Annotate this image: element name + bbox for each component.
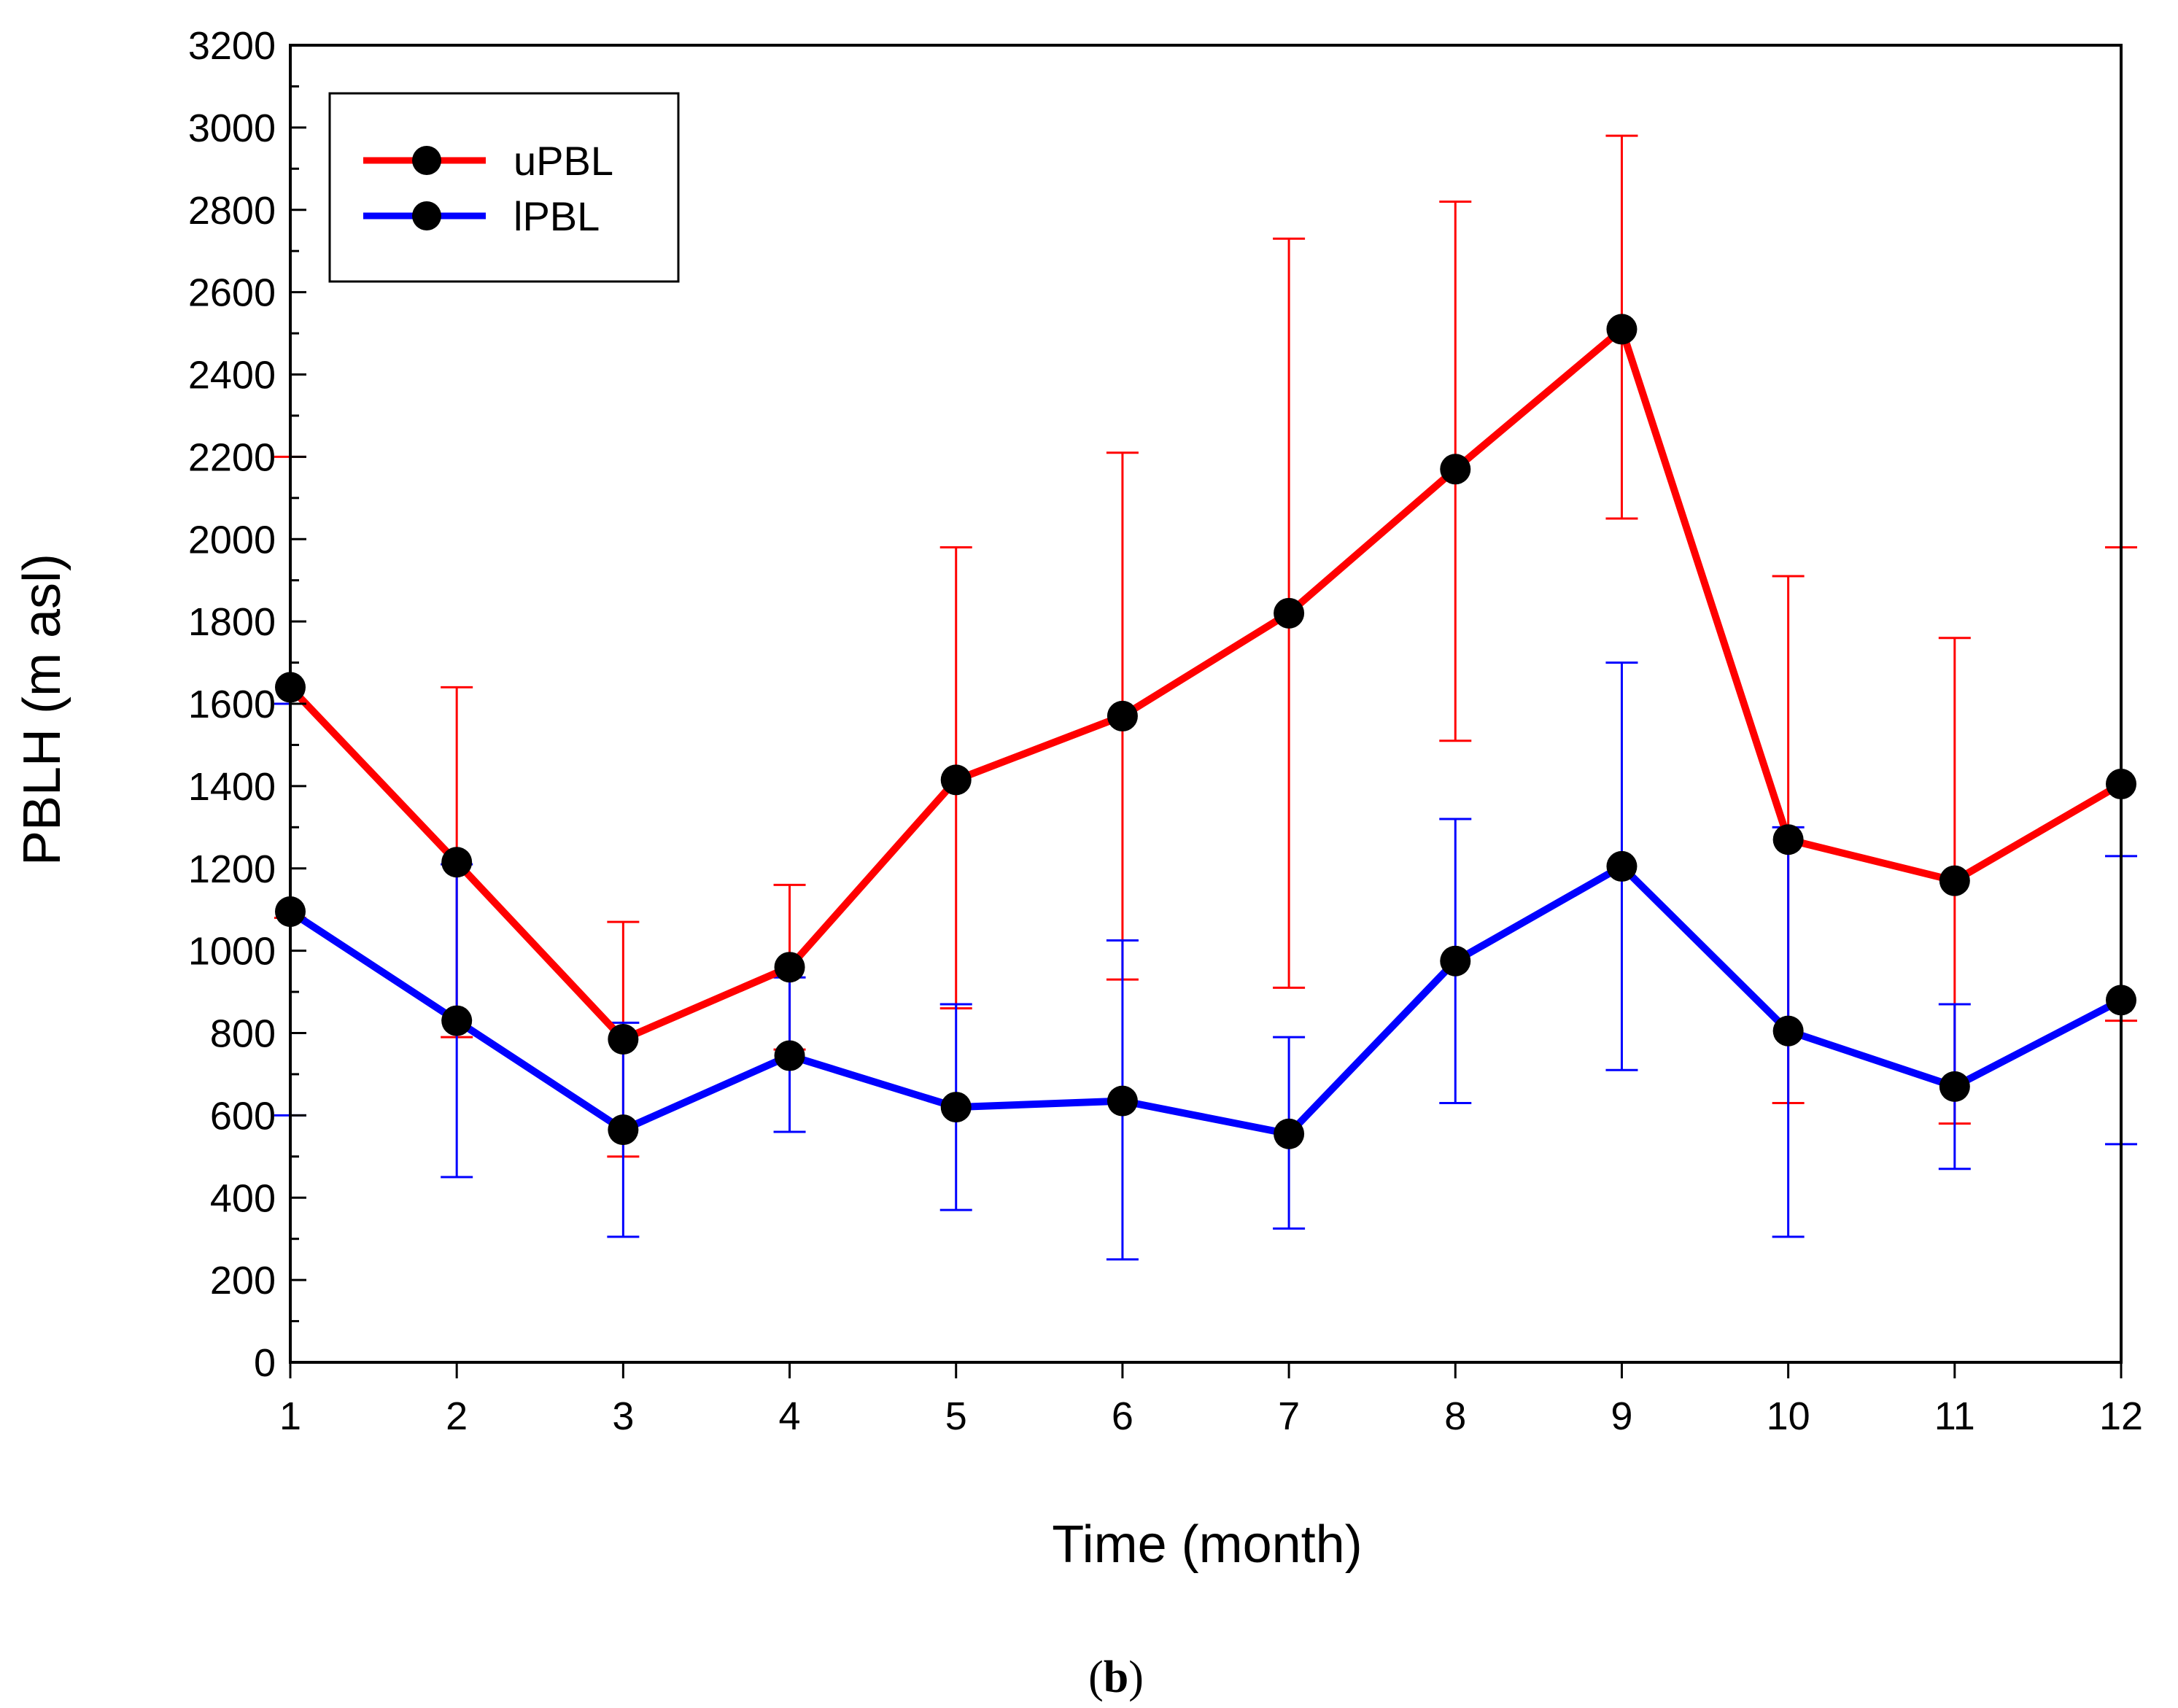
y-tick-label: 200 — [210, 1259, 276, 1303]
panel-caption-letter: b — [1104, 1653, 1128, 1702]
legend-upbl-label: uPBL — [514, 138, 613, 184]
upbl-data-point — [1772, 824, 1804, 855]
x-tick-label: 2 — [446, 1394, 468, 1438]
legend-entry-lpbl: lPBL — [363, 193, 600, 239]
legend-lpbl-marker — [412, 201, 441, 230]
legend-entry-upbl: uPBL — [363, 138, 613, 184]
lpbl-data-point — [608, 1114, 639, 1146]
y-tick-label: 600 — [210, 1094, 276, 1138]
y-tick-label: 1000 — [188, 930, 276, 974]
upbl-series-line — [287, 325, 2123, 1043]
x-tick-label: 5 — [945, 1394, 967, 1438]
lpbl-series-line — [288, 862, 2123, 1138]
lpbl-data-point — [1939, 1071, 1970, 1102]
series-markers-layer — [275, 314, 2136, 1149]
x-tick-label: 3 — [612, 1394, 634, 1438]
lpbl-data-point — [1606, 850, 1638, 882]
y-tick-label: 400 — [210, 1176, 276, 1220]
upbl-data-point — [1107, 700, 1138, 731]
upbl-data-point — [1939, 865, 1970, 896]
legend-lpbl-label: lPBL — [514, 193, 600, 239]
lpbl-data-point — [441, 1005, 473, 1036]
y-tick-label: 3200 — [188, 24, 276, 68]
y-tick-label: 1800 — [188, 600, 276, 644]
x-tick-label: 11 — [1934, 1394, 1975, 1438]
x-tick-label: 8 — [1444, 1394, 1466, 1438]
error-bars-layer — [274, 134, 2137, 1261]
upbl-data-point — [1606, 314, 1638, 345]
ticks-layer: 0 200 400 600 800 1000 1200 1400 1600 1800 2000 220… — [188, 24, 2143, 1438]
lpbl-data-point — [1440, 945, 1471, 977]
x-tick-label: 7 — [1278, 1394, 1300, 1438]
panel-caption: (b) — [1088, 1653, 1144, 1702]
legend-upbl-marker — [412, 146, 441, 175]
lpbl-data-point — [1772, 1015, 1804, 1047]
y-tick-label: 2600 — [188, 271, 276, 315]
upbl-data-point — [774, 952, 805, 983]
upbl-data-point — [608, 1023, 639, 1055]
y-tick-label: 800 — [210, 1012, 276, 1056]
legend: uPBL lPBL — [328, 92, 680, 283]
x-tick-label: 10 — [1767, 1394, 1810, 1438]
lpbl-data-point — [774, 1040, 805, 1071]
upbl-data-point — [1440, 454, 1471, 485]
y-tick-label: 0 — [254, 1341, 276, 1385]
x-axis-title: Time (month) — [1052, 1515, 1362, 1574]
upbl-data-point — [940, 764, 972, 796]
x-tick-label: 4 — [779, 1394, 801, 1438]
y-tick-label: 1600 — [188, 683, 276, 726]
lpbl-data-point — [1274, 1118, 1305, 1149]
y-axis-title: PBLH (m asl) — [13, 554, 71, 866]
upbl-data-point — [441, 847, 473, 878]
upbl-data-point — [1274, 597, 1305, 629]
series-lines-layer — [287, 325, 2123, 1138]
lpbl-data-point — [1107, 1085, 1138, 1117]
x-tick-label: 1 — [279, 1394, 301, 1438]
y-tick-label: 2800 — [188, 189, 276, 233]
x-tick-label: 6 — [1112, 1394, 1133, 1438]
x-tick-label: 12 — [2099, 1394, 2143, 1438]
y-tick-label: 3000 — [188, 106, 276, 150]
lpbl-data-point — [940, 1092, 972, 1123]
y-tick-label: 1400 — [188, 765, 276, 809]
y-tick-label: 2000 — [188, 518, 276, 562]
y-tick-label: 2400 — [188, 354, 276, 397]
x-tick-label: 9 — [1611, 1394, 1632, 1438]
legend-box — [328, 92, 680, 283]
y-tick-label: 2200 — [188, 435, 276, 479]
y-tick-label: 1200 — [188, 847, 276, 891]
